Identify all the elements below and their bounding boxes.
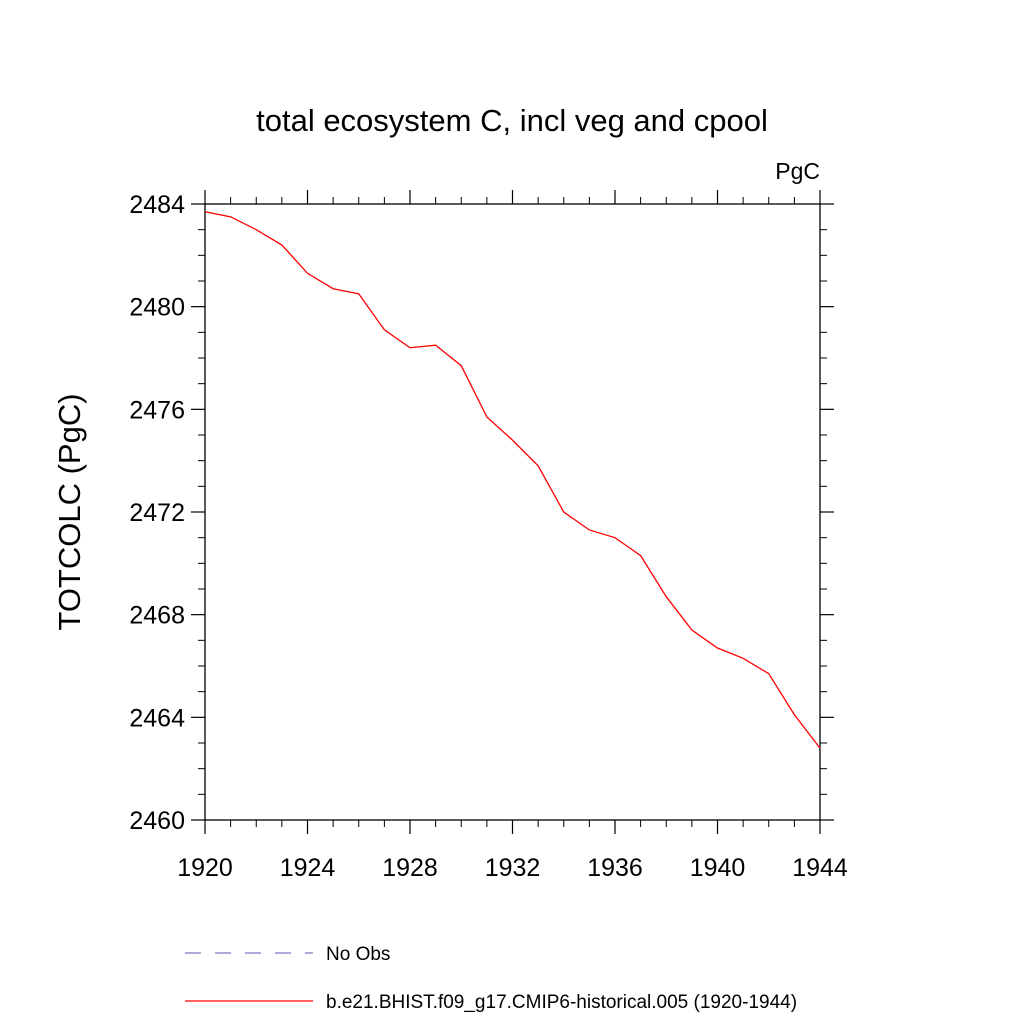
x-tick-label: 1940 [690, 854, 746, 882]
y-tick-label: 2464 [129, 704, 185, 732]
y-tick-label: 2468 [129, 602, 185, 630]
x-tick-label: 1944 [792, 854, 848, 882]
x-tick-label: 1932 [485, 854, 541, 882]
series-layer [204, 211, 821, 749]
y-axis-label: TOTCOLC (PgC) [52, 393, 87, 630]
legend-label: No Obs [326, 944, 390, 965]
series-line-1 [204, 211, 821, 749]
x-tick-label: 1928 [382, 854, 438, 882]
y-tick-label: 2476 [129, 396, 185, 424]
y-tick-label: 2472 [129, 499, 185, 527]
y-tick-label: 2460 [129, 807, 185, 835]
x-tick-label: 1920 [177, 854, 233, 882]
units-label: PgC [775, 158, 820, 184]
legend: No Obs b.e21.BHIST.f09_g17.CMIP6-historic… [185, 944, 797, 1013]
y-tick-label: 2484 [129, 191, 185, 219]
axis-ticks: 1920 1924 1928 1932 1936 1940 1944 2460 2464 2468… [129, 190, 848, 882]
chart-title: total ecosystem C, incl veg and cpool [256, 103, 768, 138]
legend-label: b.e21.BHIST.f09_g17.CMIP6-historical.005… [326, 992, 797, 1013]
x-tick-label: 1936 [587, 854, 643, 882]
y-tick-label: 2480 [129, 294, 185, 322]
x-tick-label: 1924 [280, 854, 336, 882]
plot-frame [204, 203, 821, 821]
